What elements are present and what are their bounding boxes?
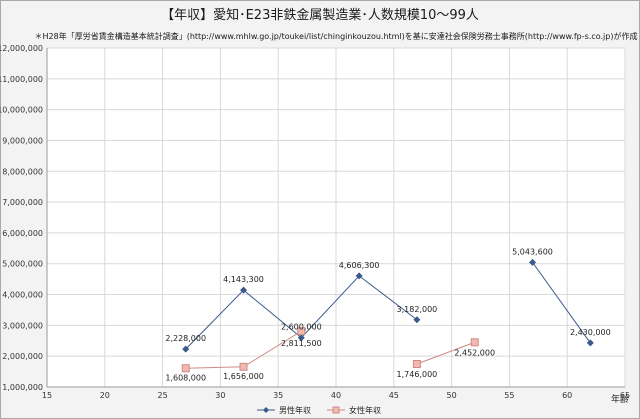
y-tick-label: 6,000,000 (2, 229, 43, 238)
data-labels: 2,228,000 4,143,300 2,600,000 4,606,300 3,18… (165, 247, 610, 382)
legend-marker (263, 407, 269, 413)
y-axis-ticks: 1,000,000 2,000,000 3,000,000 4,000,000 5,00… (0, 44, 43, 392)
data-point-male (182, 345, 190, 353)
y-tick-label: 9,000,000 (2, 136, 43, 145)
y-tick-label: 12,000,000 (0, 44, 43, 53)
y-tick-label: 1,000,000 (2, 383, 43, 392)
data-label: 2,430,000 (570, 328, 611, 337)
legend-label: 男性年収 (279, 405, 311, 415)
x-tick-label: 15 (42, 391, 52, 400)
legend: 男性年収 女性年収 (257, 405, 381, 415)
x-tick-label: 55 (504, 391, 514, 400)
data-label: 1,656,000 (223, 372, 264, 381)
x-tick-label: 60 (562, 391, 572, 400)
data-point-male (355, 272, 363, 280)
data-point-male (529, 258, 537, 266)
data-point-female (412, 360, 421, 369)
x-tick-label: 65 (620, 391, 630, 400)
data-label: 2,228,000 (165, 334, 206, 343)
x-tick-label: 45 (389, 391, 399, 400)
series-markers (181, 258, 594, 373)
data-point-female (239, 362, 248, 371)
x-tick-label: 50 (447, 391, 457, 400)
y-tick-label: 5,000,000 (2, 260, 43, 269)
series-line (532, 262, 591, 344)
data-point-male (413, 316, 421, 324)
series-line (416, 341, 475, 365)
data-label: 2,452,000 (454, 348, 495, 357)
data-label: 4,143,300 (223, 275, 264, 284)
data-label: 2,600,000 (281, 323, 322, 332)
x-tick-label: 20 (100, 391, 110, 400)
y-tick-label: 4,000,000 (2, 291, 43, 300)
gridlines (46, 47, 626, 388)
y-tick-label: 10,000,000 (0, 106, 43, 115)
data-label: 1,746,000 (397, 370, 438, 379)
y-tick-label: 3,000,000 (2, 321, 43, 330)
data-point-male (586, 339, 594, 347)
legend-label: 女性年収 (349, 405, 381, 415)
data-label: 2,811,500 (281, 339, 322, 348)
data-point-female (297, 327, 306, 336)
x-axis-label: 年齢 (611, 393, 629, 405)
y-tick-label: 8,000,000 (2, 167, 43, 176)
data-label: 3,182,000 (397, 305, 438, 314)
y-tick-label: 2,000,000 (2, 352, 43, 361)
x-axis-ticks: 15 20 25 30 35 40 45 50 55 60 65 (42, 391, 630, 400)
y-tick-label: 11,000,000 (0, 75, 43, 84)
x-tick-label: 30 (215, 391, 225, 400)
x-tick-label: 40 (331, 391, 341, 400)
data-point-male (297, 334, 305, 342)
x-tick-label: 35 (273, 391, 283, 400)
data-label: 5,043,600 (512, 247, 553, 256)
data-label: 1,608,000 (165, 373, 206, 382)
legend-marker (332, 406, 340, 414)
y-tick-label: 7,000,000 (2, 198, 43, 207)
x-tick-label: 25 (158, 391, 168, 400)
data-label: 4,606,300 (339, 261, 380, 270)
data-point-female (181, 364, 190, 373)
chart-subtitle: ＊H28年「厚労省賃金構造基本統計調査」(http://www.mhlw.go.… (35, 31, 638, 41)
data-point-female (470, 338, 479, 347)
chart-title: 【年収】愛知･E23非鉄金属製造業･人数規模10～99人 (161, 7, 479, 23)
data-point-male (240, 286, 248, 294)
